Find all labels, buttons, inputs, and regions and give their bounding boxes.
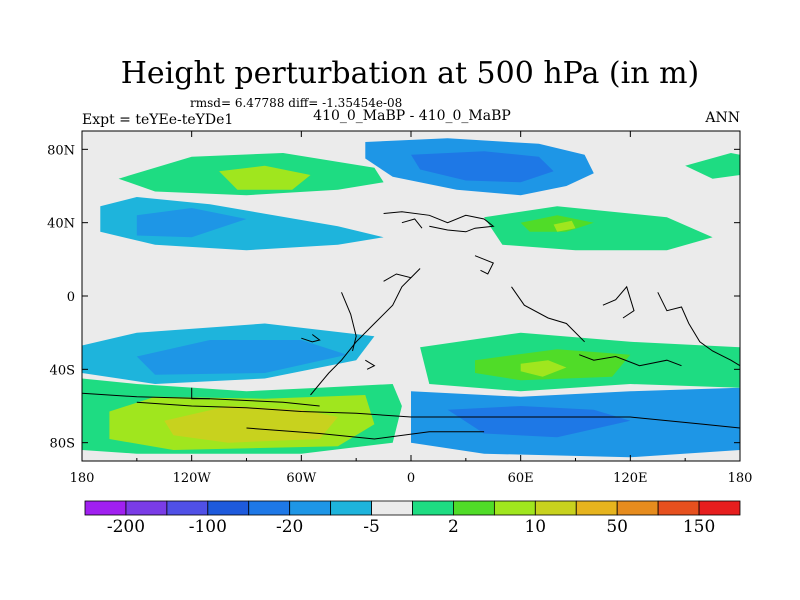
coastline-segment bbox=[191, 387, 210, 400]
x-axis: 180 120W 60W 0 60E 120E 180 bbox=[70, 131, 753, 486]
colorbar-label: 150 bbox=[683, 517, 715, 537]
coastline-segment bbox=[474, 255, 494, 275]
y-axis: 80N 40N 0 40S 80S bbox=[47, 143, 740, 452]
colorbar-box bbox=[248, 500, 291, 516]
colorbar-box bbox=[493, 500, 536, 516]
contour-fill-nh-atlantic-europe-core bbox=[411, 151, 554, 183]
colorbar-box bbox=[412, 500, 454, 516]
map-plot bbox=[81, 130, 741, 462]
y-tick-label: 40N bbox=[47, 217, 75, 232]
contour-fill-nh-asia-high-core bbox=[520, 215, 594, 232]
contour-fill-sh-indian-low-core bbox=[447, 406, 631, 438]
coastline-segment bbox=[82, 392, 320, 407]
colorbar-box bbox=[575, 500, 618, 516]
contour-fill-nh-asia-high bbox=[484, 206, 713, 251]
stats-line: rmsd= 6.47788 diff= -1.35454e-08 bbox=[190, 96, 402, 110]
x-tick-label: 120E bbox=[613, 471, 647, 486]
coastline-segment bbox=[383, 211, 495, 233]
colorbar-label: 10 bbox=[524, 517, 546, 537]
colorbar-label: 50 bbox=[606, 517, 628, 537]
colorbar-label: -200 bbox=[107, 517, 145, 537]
coastline-segment bbox=[310, 268, 421, 396]
contour-fill-nh-asia-high-center bbox=[553, 220, 576, 232]
fill-layer bbox=[82, 138, 740, 458]
season-label: ANN bbox=[704, 110, 740, 126]
colorbar-label: -5 bbox=[363, 517, 380, 537]
y-tick-label: 40S bbox=[50, 363, 75, 378]
contour-fill-arctic-pacific-high bbox=[685, 153, 740, 179]
coastline-segment bbox=[511, 286, 585, 343]
colorbar-box bbox=[371, 500, 413, 516]
subtitle-center: 410_0_MaBP - 410_0_MaBP bbox=[313, 108, 511, 124]
y-tick-label: 80S bbox=[50, 437, 75, 452]
x-tick-label: 0 bbox=[407, 471, 415, 486]
colorbar-box bbox=[207, 500, 250, 516]
coastline-segment bbox=[365, 359, 376, 370]
x-tick-label: 180 bbox=[728, 471, 753, 486]
contour-fill-sh-pacific-high-core bbox=[164, 406, 338, 443]
colorbar-box bbox=[616, 500, 659, 516]
y-tick-label: 80N bbox=[47, 143, 75, 158]
coastline-segment bbox=[341, 292, 357, 352]
x-tick-label: 60W bbox=[286, 471, 317, 486]
colorbar-label: 2 bbox=[448, 517, 459, 537]
coastline-layer bbox=[82, 211, 740, 440]
contour-fill-nh-pacific-high-core bbox=[219, 165, 311, 190]
x-tick-label: 60E bbox=[508, 471, 534, 486]
contour-fill-nh-west-pacific-low-core bbox=[136, 208, 247, 238]
coastline-segment bbox=[246, 427, 485, 440]
colorbar-box bbox=[657, 500, 700, 516]
coastline-segment bbox=[401, 218, 423, 229]
colorbar: -200 -100 -20 -5 2 10 50 150 bbox=[84, 500, 741, 537]
colorbar-box bbox=[166, 500, 209, 516]
x-tick-label: 120W bbox=[173, 471, 212, 486]
y-tick-label: 0 bbox=[67, 290, 75, 305]
colorbar-box bbox=[698, 500, 741, 516]
contour-fill-sh-pacific-mid-low-core bbox=[136, 340, 347, 375]
colorbar-box bbox=[330, 500, 372, 516]
contour-fill-sh-indian-mid-high-center bbox=[520, 360, 567, 377]
coastline-segment bbox=[657, 292, 740, 367]
chart-title: Height perturbation at 500 hPa (in m) bbox=[121, 56, 699, 91]
colorbar-label: -100 bbox=[189, 517, 227, 537]
colorbar-box bbox=[453, 500, 495, 516]
colorbar-box bbox=[289, 500, 332, 516]
colorbar-label: -20 bbox=[276, 517, 303, 537]
coastline-segment bbox=[136, 401, 740, 429]
colorbar-box bbox=[125, 500, 168, 516]
coastline-segment bbox=[301, 334, 321, 343]
contour-fill-nh-west-pacific-low bbox=[100, 197, 384, 251]
coastline-segment bbox=[579, 354, 682, 367]
experiment-label: Expt = teYEe-teYDe1 bbox=[82, 112, 233, 128]
coastline-segment bbox=[602, 285, 635, 319]
x-tick-label: 180 bbox=[70, 471, 95, 486]
colorbar-box bbox=[534, 500, 577, 516]
colorbar-box bbox=[84, 500, 127, 516]
